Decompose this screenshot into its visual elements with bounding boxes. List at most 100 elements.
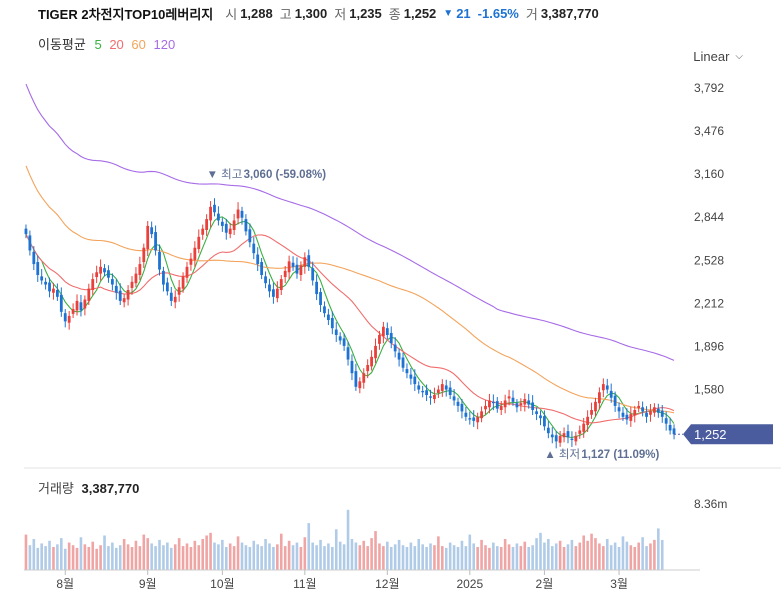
volume-bar [641,537,644,570]
candle-body [543,416,546,427]
volume-bar [554,543,558,570]
volume-axis-label: 8.36m [694,497,727,511]
volume-bar [660,540,664,570]
candle-body [413,376,417,385]
candle-body [256,254,260,265]
volume-bar [476,546,479,570]
instrument-name: TIGER 2차전지TOP10레버리지 [38,6,214,22]
volume-bar [346,509,350,570]
candle-body [515,403,519,408]
volume-bar [138,546,142,570]
candle-body [590,410,593,415]
volume-bar [484,545,487,570]
candle-body [566,431,570,438]
last-price-tag-shape [683,424,773,445]
volume-bar [154,546,157,570]
volume-bar [657,528,660,570]
volume-bar [228,543,232,570]
candle-body [311,268,315,281]
volume-bar [354,542,358,570]
volume-bar [602,546,605,570]
quote-summary: TIGER 2차전지TOP10레버리지 시 1,288 고 1,300 저 1,… [38,5,606,22]
volume-total: 3,387,770 [81,481,140,496]
last-price-label: 1,252 [694,427,727,442]
candle-body [527,400,531,405]
volume-bar [334,529,338,570]
candle-body [185,266,189,278]
candle-body [440,384,444,391]
volume-bar [177,538,181,570]
candle-body [460,403,464,412]
scale-dropdown[interactable]: Linear ⌵ [693,49,743,64]
candle-body [138,264,142,275]
volume-bar [193,540,197,570]
volume-panel-title: 거래량 3,387,770 [38,478,139,497]
volume-bar [111,542,114,570]
candle-body [381,326,385,337]
candle-body [495,401,499,409]
candle-body [429,396,432,398]
candle-body [326,314,330,320]
volume-bar [594,538,597,570]
ma-60-label[interactable]: 60 [131,37,146,52]
candle-body [158,251,161,270]
candle-body [346,347,350,360]
volume-bar [217,544,220,570]
candle-body [75,300,79,311]
candle-body [484,405,487,410]
y-tick-label: 2,844 [694,210,724,224]
candle-body [480,411,483,419]
volume-bar [252,540,256,570]
candle-body [389,332,393,344]
ma-20-label[interactable]: 20 [109,37,124,52]
candle-body [59,294,63,312]
down-triangle-icon: ▼ [443,7,454,19]
candle-body [582,423,586,432]
volume-bar [425,546,428,570]
candle-body [519,403,523,406]
candle-body [173,296,177,303]
volume-bar [535,538,538,570]
volume-bar [617,546,621,570]
volume-bar [197,545,201,570]
candle-body [146,225,150,250]
candle-body [244,219,248,232]
candle-body [472,417,476,421]
ma-5-line [25,216,675,439]
volume-bar [279,533,283,570]
y-tick-label: 3,476 [694,124,724,138]
volume-bar [543,542,546,570]
volume-bar [550,546,554,570]
volume-bar [221,539,224,570]
ma-20-line [25,233,675,424]
volume-bar [205,535,208,570]
candle-body [374,345,377,359]
ma-5-label[interactable]: 5 [94,37,102,52]
volume-bar [366,546,369,570]
volume-bar [362,540,366,570]
volume-bar [323,546,326,570]
candle-body [652,407,656,413]
volume-bar [48,540,51,570]
volume-bar [374,531,377,570]
candle-body [605,385,609,390]
candle-body [193,247,197,260]
volume-bar [562,546,566,570]
candle-body [63,313,67,322]
candle-body [67,315,71,323]
candle-body [358,381,362,389]
volume-bar [472,543,476,570]
candle-body [197,236,201,250]
candle-body [110,279,114,285]
candle-body [507,396,511,399]
volume-bar [574,546,578,570]
candle-body [649,411,652,415]
ma-120-label[interactable]: 120 [153,37,176,52]
volume-bar [558,540,562,570]
candle-body [201,228,205,235]
volume-bar [401,545,405,570]
candle-body [154,232,157,251]
volume-bar [315,545,318,570]
volume-bar [134,540,138,570]
